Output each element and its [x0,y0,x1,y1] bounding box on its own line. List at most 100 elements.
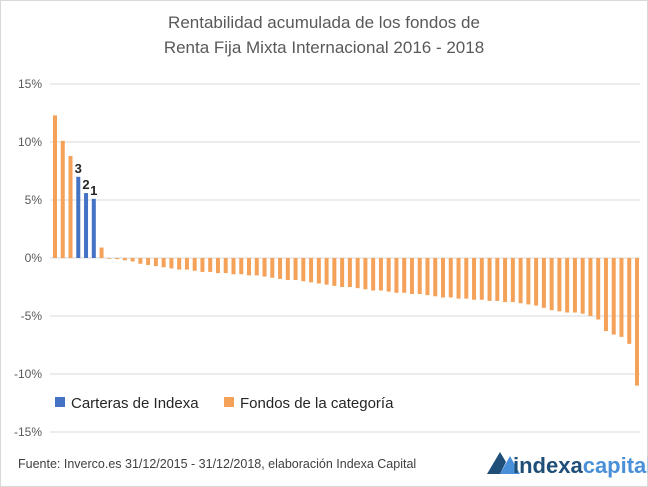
bar [588,258,593,316]
bar [580,258,585,314]
rank-label: 3 [75,161,82,176]
bar [99,247,104,258]
bar [208,258,213,272]
rank-annotations: 32 1 [75,161,98,198]
bar [549,258,554,311]
bar [603,258,608,332]
y-tick-label: 15% [18,77,42,91]
legend-label-indexa: Carteras de Indexa [71,395,199,412]
bar [526,258,531,305]
bar [239,258,244,275]
bar [285,258,290,281]
bar [456,258,461,299]
indexa-logo: indexacapital [487,452,648,478]
bar [262,258,267,277]
bar [254,258,259,276]
bar [177,258,182,270]
logo-text-secondary: capital [583,453,648,478]
bar [472,258,477,300]
bar [433,258,438,297]
bar [309,258,314,283]
bar [487,258,492,301]
bar [448,258,453,298]
chart-title-line-2: Renta Fija Mixta Internacional 2016 - 20… [164,38,484,57]
bar [332,258,337,286]
bar [409,258,414,294]
source-note: Fuente: Inverco.es 31/12/2015 - 31/12/20… [18,457,416,471]
bar [596,258,601,320]
bar [53,115,57,258]
bar [340,258,345,287]
bar [557,258,562,312]
bar [278,258,283,279]
y-tick-label: -10% [14,367,42,381]
gridlines [50,83,640,433]
bar [619,258,624,337]
bar [122,258,127,261]
legend-swatch-category [224,397,234,407]
bar [347,258,352,287]
y-tick-label: 0% [25,251,43,265]
bar [363,258,368,290]
bar [68,155,73,258]
bar [565,258,570,313]
legend-swatch-indexa [55,397,65,407]
bar [479,258,484,300]
bar [316,258,321,284]
bar [425,258,430,296]
bar [107,258,112,259]
bar [76,176,81,258]
bar [161,258,166,268]
bar [60,140,65,258]
bar [503,258,508,303]
bar [402,258,407,293]
bar [184,258,189,270]
bar [146,258,151,265]
y-tick-label: -5% [21,309,43,323]
bar [611,258,616,335]
bar [635,258,639,386]
bar [192,258,197,271]
y-tick-label: -15% [14,425,42,439]
bar [378,258,383,291]
bar [441,258,445,298]
bar [169,258,174,269]
legend: Carteras de Indexa Fondos de la categorí… [55,395,394,412]
bar [495,258,500,301]
logo-mark-icon [487,452,520,474]
chart-title-line-1: Rentabilidad acumulada de los fondos de [168,13,480,32]
bar [138,258,143,264]
bar [130,258,135,262]
bar [541,258,546,308]
bar [518,258,523,304]
logo-text-primary: indexa [513,453,583,478]
bar [510,258,515,303]
bar [534,258,539,306]
logo-text: indexacapital [513,453,648,478]
bar [153,258,158,267]
y-axis-ticks: 15% 10% 5% 0% -5% -10% -15% [14,77,42,439]
bar [572,258,577,313]
bar [223,258,228,274]
bar [324,258,329,285]
bars [53,115,639,386]
bar [386,258,391,292]
bar [270,258,275,278]
rank-label: 2 [82,177,89,192]
bar [84,193,89,258]
bar [464,258,469,299]
bar [215,258,220,274]
bar [231,258,236,275]
bar [247,258,251,276]
bar [627,258,632,344]
bar [371,258,376,291]
bar [200,258,205,272]
rank-label: 1 [90,183,97,198]
bar [355,258,360,289]
y-tick-label: 10% [18,135,42,149]
bar [417,258,422,294]
bar [394,258,399,293]
bar [91,198,96,258]
